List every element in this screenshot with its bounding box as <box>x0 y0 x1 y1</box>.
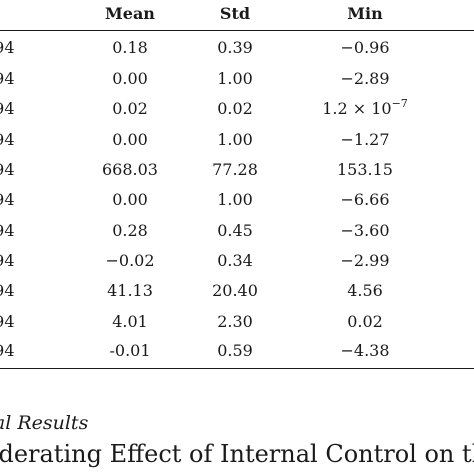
cell-n: 094 <box>0 221 15 240</box>
cell-std: 0.39 <box>217 38 253 57</box>
cell-std: 77.28 <box>212 160 258 179</box>
cell-min: 0.02 <box>347 312 383 331</box>
table-top-rule <box>0 30 474 31</box>
cell-mean: 668.03 <box>102 160 158 179</box>
cell-mean: 41.13 <box>107 281 153 300</box>
cell-mean: 0.00 <box>112 190 148 209</box>
cell-mean: 0.00 <box>112 69 148 88</box>
cell-min: −2.89 <box>340 69 390 88</box>
cell-min: 153.15 <box>337 160 393 179</box>
cell-mean: 0.00 <box>112 130 148 149</box>
cell-n: 094 <box>0 341 15 360</box>
cell-min: −0.96 <box>340 38 390 57</box>
cell-std: 1.00 <box>217 130 253 149</box>
column-header-n: N <box>0 4 32 24</box>
cell-min: 1.2 × 10−7 <box>300 97 430 121</box>
cell-min: −4.38 <box>340 341 390 360</box>
cell-std: 0.02 <box>217 99 253 118</box>
cell-min: −3.60 <box>340 221 390 240</box>
cell-n: 094 <box>0 69 15 88</box>
cell-n: 094 <box>0 251 15 270</box>
cell-std: 2.30 <box>217 312 253 331</box>
column-header-std: Std <box>219 4 251 23</box>
cell-std: 1.00 <box>217 69 253 88</box>
cell-n: 094 <box>0 130 15 149</box>
cell-mean: -0.01 <box>109 341 151 360</box>
cell-std: 0.45 <box>217 221 253 240</box>
column-header-min: Min <box>347 4 383 23</box>
cell-mean: 4.01 <box>112 312 148 331</box>
cell-std: 20.40 <box>212 281 258 300</box>
cell-std: 0.59 <box>217 341 253 360</box>
cell-std: 0.34 <box>217 251 253 270</box>
cell-min: −6.66 <box>340 190 390 209</box>
cell-n: 094 <box>0 38 15 57</box>
cell-n: 094 <box>0 281 15 300</box>
cell-mean: −0.02 <box>105 251 155 270</box>
cell-mean: 0.28 <box>112 221 148 240</box>
cell-min: −2.99 <box>340 251 390 270</box>
cell-min: 4.56 <box>347 281 383 300</box>
cell-n: 094 <box>0 160 15 179</box>
section-heading: irical Results <box>0 412 89 434</box>
column-header-mean: Mean <box>105 4 155 23</box>
cell-n: 094 <box>0 99 15 118</box>
table-bottom-rule <box>0 368 474 369</box>
cell-mean: 0.18 <box>112 38 148 57</box>
cell-min: −1.27 <box>340 130 390 149</box>
subsection-heading: oderating Effect of Internal Control on … <box>0 440 474 468</box>
cell-n: 094 <box>0 190 15 209</box>
cell-std: 1.00 <box>217 190 253 209</box>
cell-n: 094 <box>0 312 15 331</box>
cell-min-base: 1.2 × 10 <box>322 99 392 118</box>
cell-mean: 0.02 <box>112 99 148 118</box>
cell-min-exponent: −7 <box>391 97 408 110</box>
